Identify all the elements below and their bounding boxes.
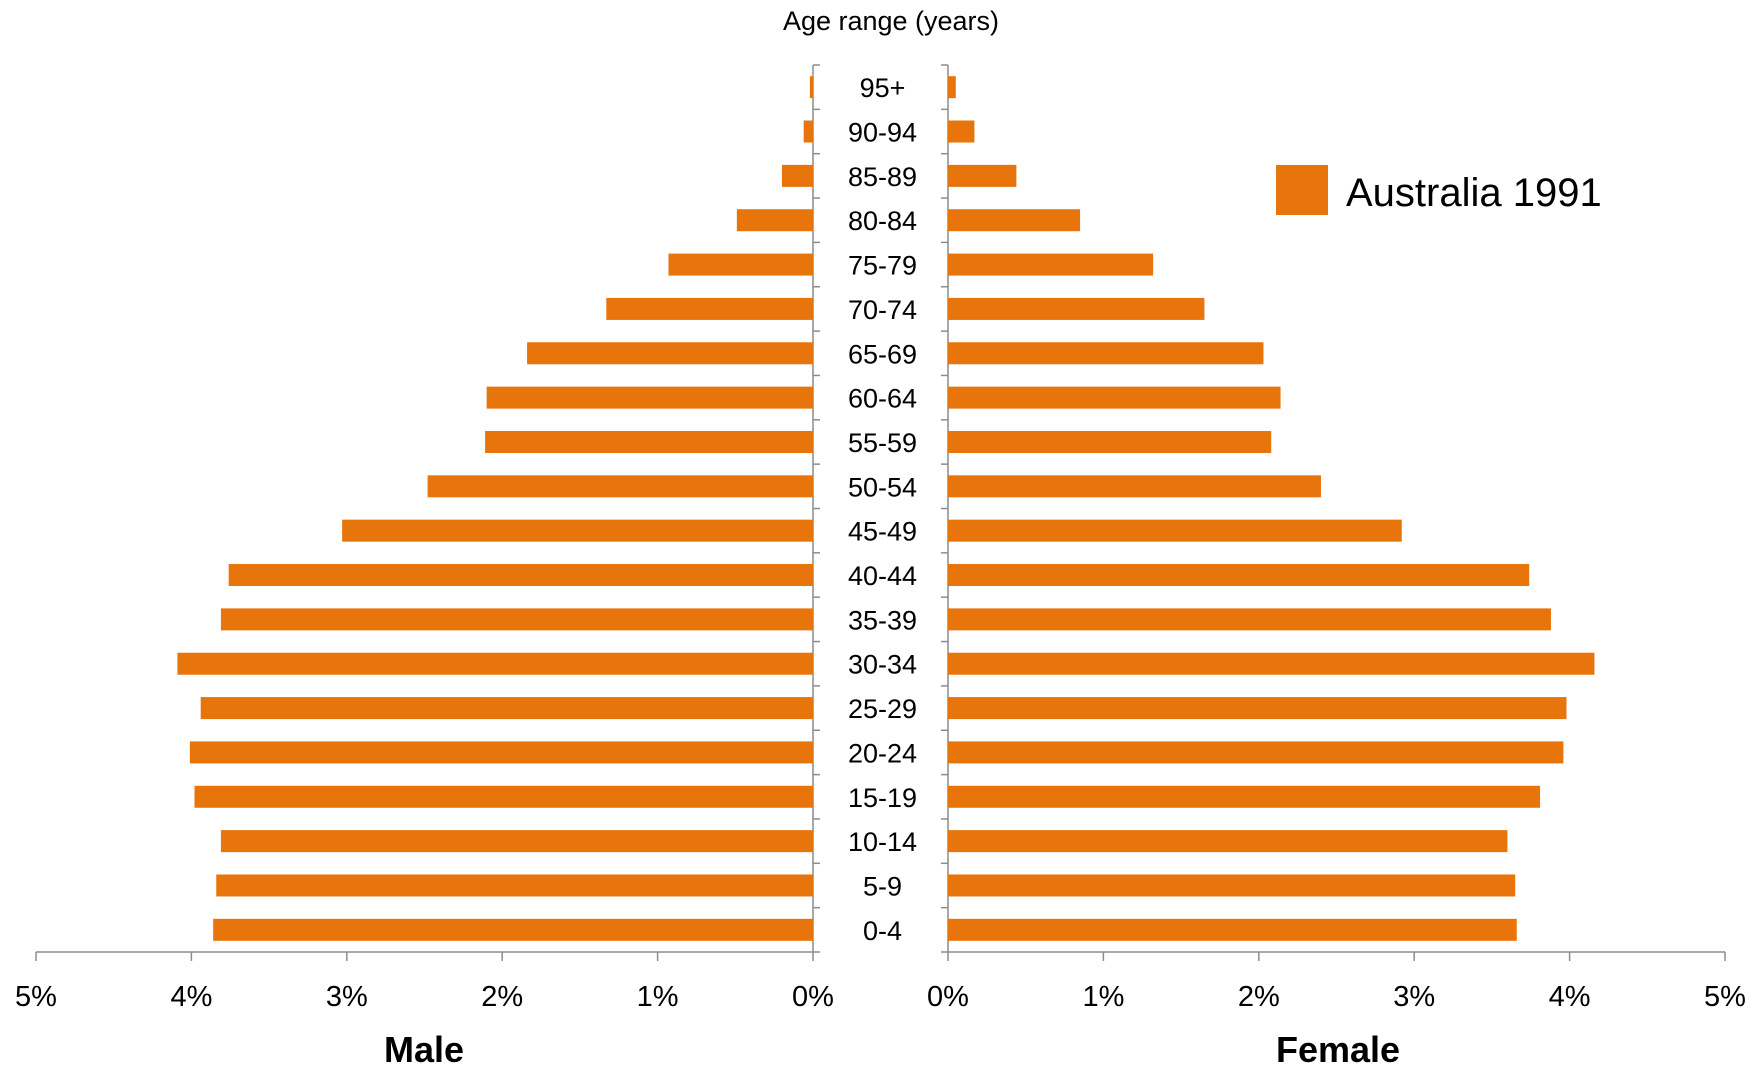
female-tick-label: 3%	[1393, 981, 1435, 1013]
female-bar-0-4	[948, 918, 1517, 941]
female-bar-20-24	[948, 741, 1564, 764]
age-axis-title: Age range (years)	[783, 6, 999, 36]
male-tick-label: 4%	[170, 981, 212, 1013]
age-label: 70-74	[848, 295, 917, 325]
male-bar-30-34	[177, 652, 813, 675]
male-bar-20-24	[189, 741, 813, 764]
female-tick-label: 5%	[1704, 981, 1746, 1013]
female-tick-label: 0%	[927, 981, 969, 1013]
male-bar-95+	[809, 76, 813, 99]
male-bar-90-94	[803, 120, 813, 143]
male-bar-10-14	[220, 830, 813, 853]
female-bar-90-94	[948, 120, 975, 143]
age-label: 60-64	[848, 384, 917, 414]
legend: Australia 1991	[1276, 165, 1602, 215]
male-bar-85-89	[781, 164, 813, 187]
legend-swatch	[1276, 165, 1328, 215]
female-bar-40-44	[948, 564, 1530, 587]
male-tick-label: 3%	[326, 981, 368, 1013]
female-tick-label: 4%	[1549, 981, 1591, 1013]
female-bar-5-9	[948, 874, 1516, 897]
male-bar-40-44	[228, 564, 814, 587]
female-bar-25-29	[948, 697, 1567, 720]
age-label: 65-69	[848, 339, 917, 369]
male-bar-60-64	[486, 386, 813, 409]
age-label: 80-84	[848, 206, 917, 236]
age-label: 25-29	[848, 694, 917, 724]
male-bar-25-29	[200, 697, 813, 720]
female-tick-label: 1%	[1082, 981, 1124, 1013]
male-bar-0-4	[213, 918, 813, 941]
age-label: 30-34	[848, 650, 917, 680]
female-bar-30-34	[948, 652, 1595, 675]
x-tick-labels: 5% 4% 3% 2% 1% 0% 0% 1% 2% 3% 4% 5%	[15, 981, 1746, 1013]
age-label: 15-19	[848, 783, 917, 813]
female-bar-80-84	[948, 209, 1081, 232]
age-label: 75-79	[848, 251, 917, 281]
age-category-labels: 95+ 90-94 85-89 80-84 75-79 70-74 65-69 60-64 55…	[848, 73, 917, 946]
bars-group	[177, 76, 1595, 941]
male-tick-label: 1%	[637, 981, 679, 1013]
female-bar-35-39	[948, 608, 1551, 631]
female-bar-10-14	[948, 830, 1508, 853]
male-tick-label: 5%	[15, 981, 57, 1013]
male-bar-70-74	[606, 297, 813, 320]
female-bar-65-69	[948, 342, 1264, 365]
female-bar-60-64	[948, 386, 1281, 409]
male-bar-50-54	[427, 475, 813, 498]
male-bar-5-9	[216, 874, 813, 897]
female-bar-50-54	[948, 475, 1321, 498]
male-bar-45-49	[342, 519, 813, 542]
male-tick-label: 0%	[792, 981, 834, 1013]
age-label: 95+	[860, 73, 906, 103]
male-bar-80-84	[736, 209, 813, 232]
male-bar-35-39	[220, 608, 813, 631]
age-label: 0-4	[863, 916, 902, 946]
age-label: 40-44	[848, 561, 917, 591]
age-label: 50-54	[848, 472, 917, 502]
male-bar-65-69	[527, 342, 813, 365]
age-label: 35-39	[848, 605, 917, 635]
male-bar-75-79	[668, 253, 813, 276]
female-axis-label: Female	[1276, 1029, 1400, 1070]
age-label: 45-49	[848, 517, 917, 547]
male-axis-label: Male	[384, 1029, 464, 1070]
female-bar-45-49	[948, 519, 1402, 542]
female-tick-label: 2%	[1238, 981, 1280, 1013]
age-label: 5-9	[863, 871, 902, 901]
female-bar-15-19	[948, 785, 1541, 808]
male-tick-label: 2%	[481, 981, 523, 1013]
legend-label: Australia 1991	[1346, 171, 1602, 215]
female-bar-75-79	[948, 253, 1154, 276]
female-axis	[941, 64, 1726, 961]
female-bar-95+	[948, 76, 956, 99]
age-label: 10-14	[848, 827, 917, 857]
age-label: 55-59	[848, 428, 917, 458]
male-bar-55-59	[485, 430, 813, 453]
male-bar-15-19	[194, 785, 813, 808]
female-bar-70-74	[948, 297, 1205, 320]
female-bar-85-89	[948, 164, 1017, 187]
age-label: 85-89	[848, 162, 917, 192]
male-axis	[35, 64, 820, 961]
age-label: 90-94	[848, 118, 917, 148]
female-bar-55-59	[948, 430, 1272, 453]
age-label: 20-24	[848, 738, 917, 768]
